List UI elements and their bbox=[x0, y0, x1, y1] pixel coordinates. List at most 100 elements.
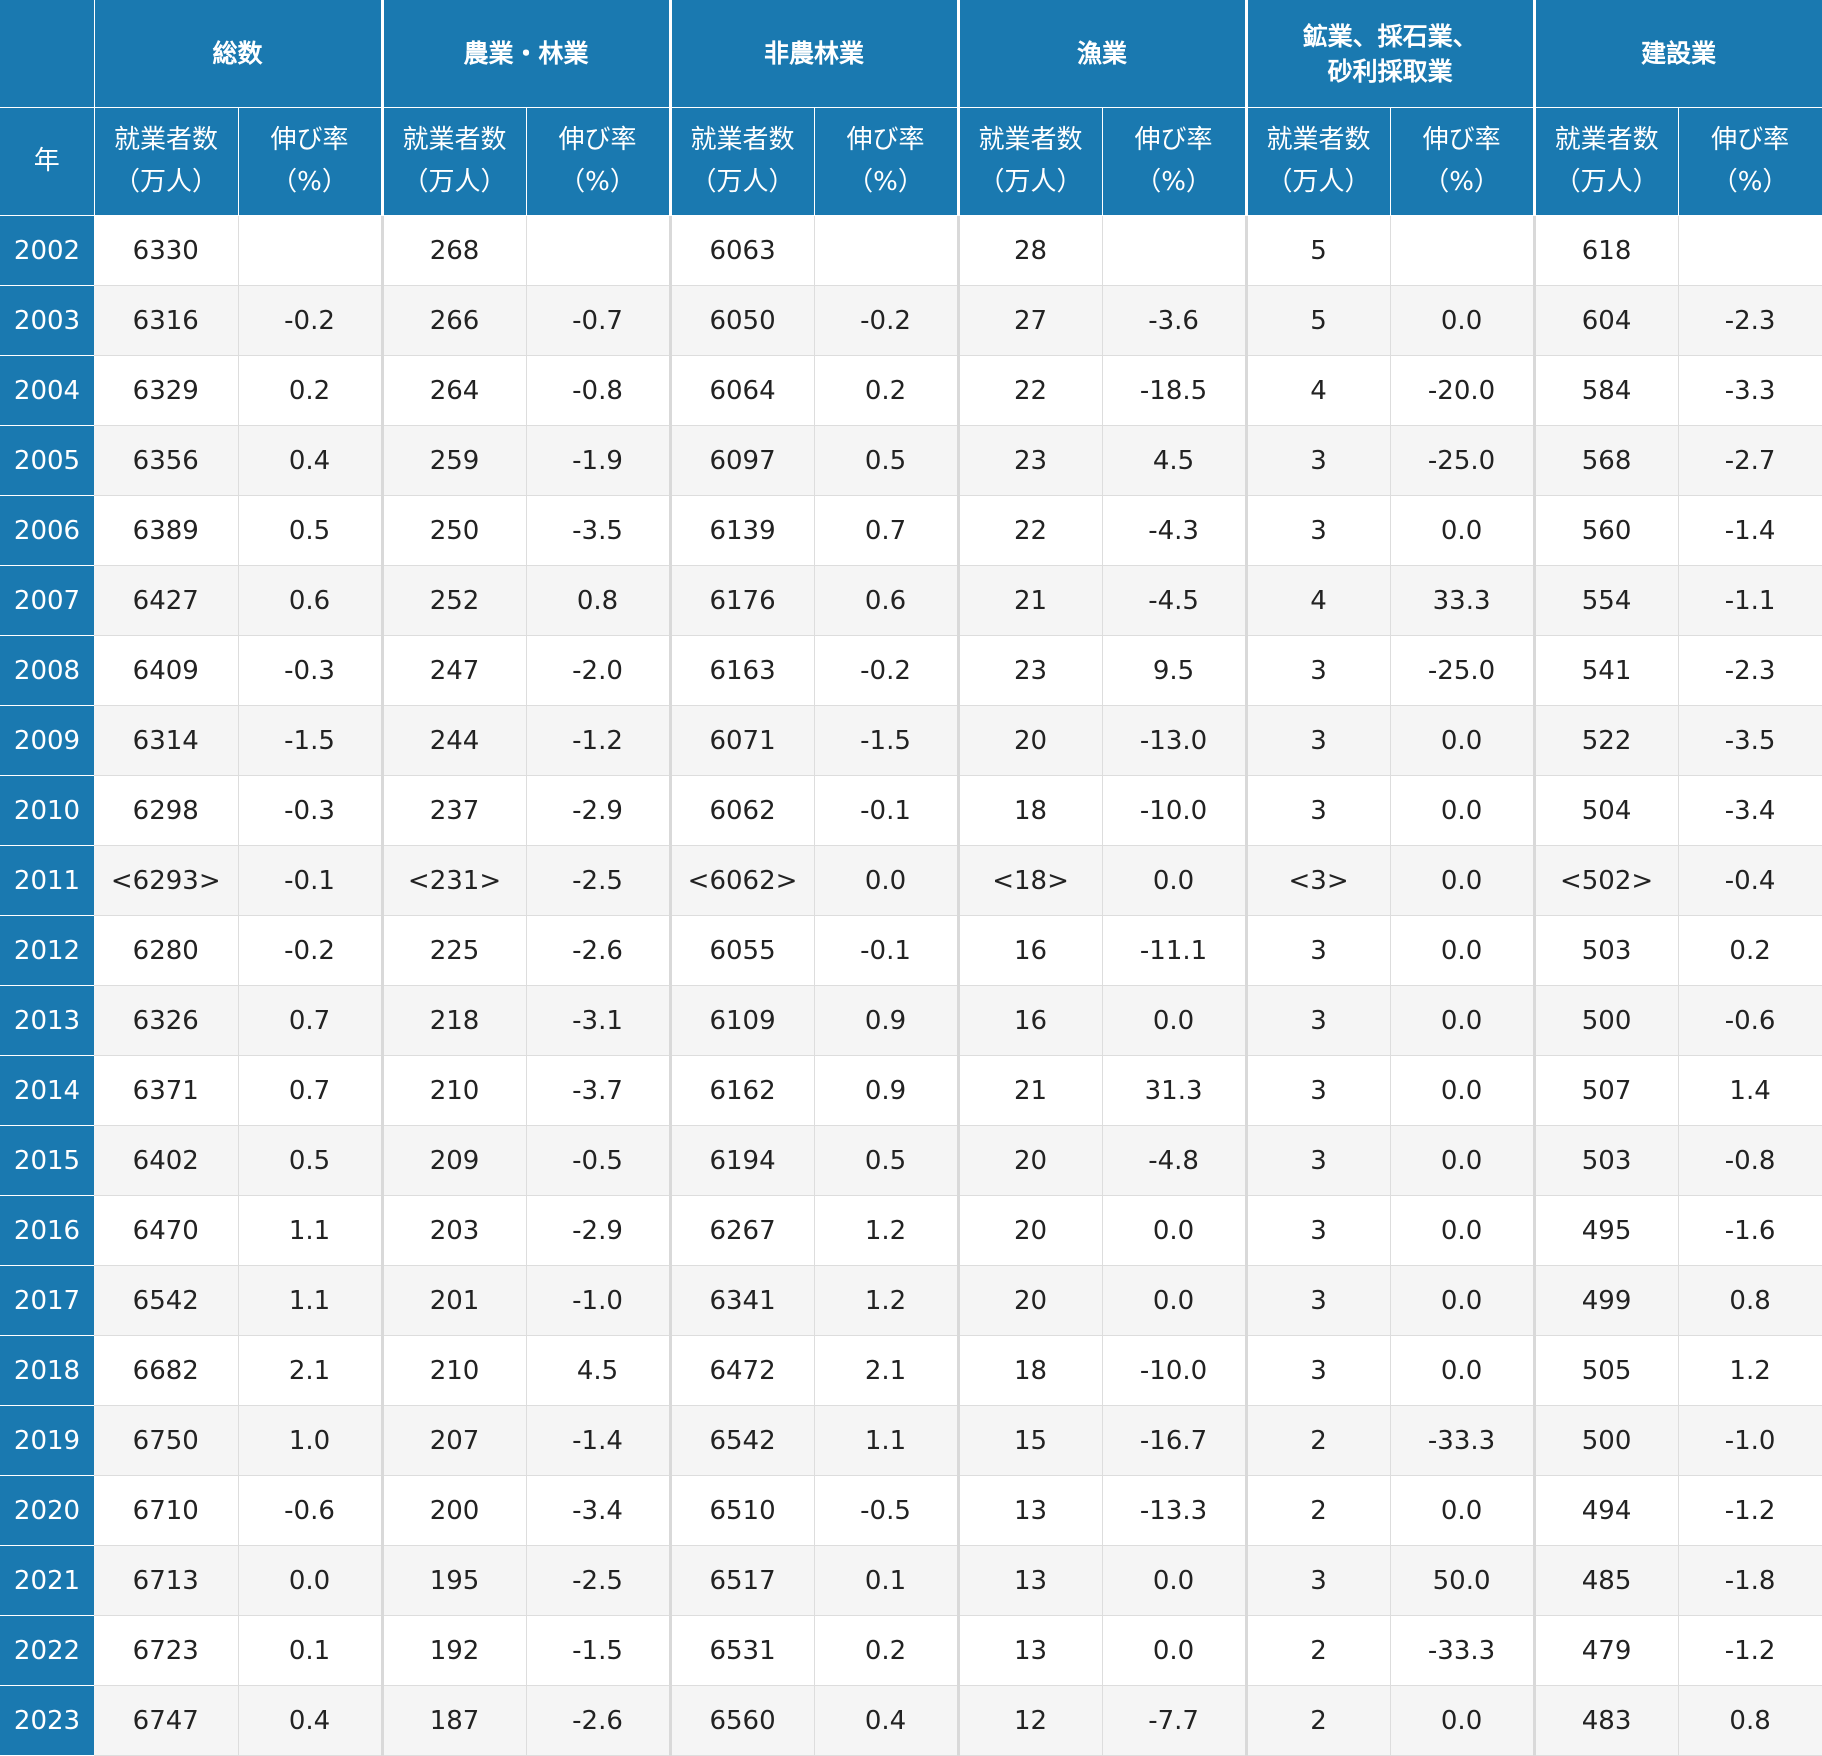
rate-cell: -3.4 bbox=[1678, 775, 1822, 846]
rate-cell: -1.0 bbox=[1678, 1405, 1822, 1476]
rate-cell: -0.2 bbox=[238, 285, 384, 356]
rate-cell: -33.3 bbox=[1390, 1405, 1536, 1476]
rate-cell: 0.7 bbox=[238, 1055, 384, 1126]
count-cell: 250 bbox=[382, 495, 527, 566]
rate-cell: -1.4 bbox=[526, 1405, 672, 1476]
rate-cell: 0.0 bbox=[1102, 845, 1248, 916]
count-cell: 503 bbox=[1534, 915, 1679, 986]
rate-cell: 0.6 bbox=[814, 565, 960, 636]
table-row: 2005 6356 0.4 259 -1.9 6097 0.5 23 4.5 3 -25.0 568-… bbox=[0, 425, 1822, 496]
count-cell: 485 bbox=[1534, 1545, 1679, 1616]
count-cell: 507 bbox=[1534, 1055, 1679, 1126]
count-cell: 3 bbox=[1246, 1545, 1391, 1616]
year-cell: 2012 bbox=[0, 915, 94, 986]
rate-cell bbox=[526, 215, 672, 286]
count-cell: 6163 bbox=[670, 635, 815, 706]
count-cell: 6298 bbox=[94, 775, 239, 846]
count-cell: 20 bbox=[958, 705, 1103, 776]
rate-cell: 33.3 bbox=[1390, 565, 1536, 636]
count-cell: 3 bbox=[1246, 425, 1391, 496]
count-cell: 618 bbox=[1534, 215, 1679, 286]
group-header-construction: 建設業 bbox=[1534, 0, 1822, 108]
rate-cell: -2.6 bbox=[526, 1685, 672, 1756]
year-cell: 2011 bbox=[0, 845, 94, 916]
rate-cell: -0.8 bbox=[526, 355, 672, 426]
rate-cell: 0.0 bbox=[1102, 1265, 1248, 1336]
count-cell: 505 bbox=[1534, 1335, 1679, 1406]
table-row: 2004 6329 0.2 264 -0.8 6064 0.2 22 -18.5 4 -20.0 58… bbox=[0, 355, 1822, 426]
count-cell: <6062> bbox=[670, 845, 815, 916]
rate-cell: -0.2 bbox=[814, 285, 960, 356]
year-cell: 2008 bbox=[0, 635, 94, 706]
group-header-fishery: 漁業 bbox=[958, 0, 1248, 108]
sub-header-count-construction: 就業者数 （万人） bbox=[1534, 107, 1679, 216]
sub-header-rate-construction: 伸び率 （%） bbox=[1678, 107, 1822, 216]
count-cell: 20 bbox=[958, 1125, 1103, 1196]
table-row: 2007 6427 0.6 252 0.8 6176 0.6 21 -4.5 4 33.3 554 -1… bbox=[0, 565, 1822, 636]
rate-cell: -4.5 bbox=[1102, 565, 1248, 636]
rate-cell: 0.0 bbox=[1390, 1685, 1536, 1756]
sub-header-count-mining: 就業者数 （万人） bbox=[1246, 107, 1391, 216]
count-cell: 494 bbox=[1534, 1475, 1679, 1546]
rate-cell: 0.4 bbox=[238, 425, 384, 496]
count-cell: 6356 bbox=[94, 425, 239, 496]
count-cell: 187 bbox=[382, 1685, 527, 1756]
rate-cell: -2.5 bbox=[526, 1545, 672, 1616]
year-cell: 2013 bbox=[0, 985, 94, 1056]
rate-cell: 1.0 bbox=[238, 1405, 384, 1476]
count-cell: 6329 bbox=[94, 355, 239, 426]
count-cell: 13 bbox=[958, 1615, 1103, 1686]
sub-header-count-non-agriculture: 就業者数 （万人） bbox=[670, 107, 815, 216]
count-cell: 6531 bbox=[670, 1615, 815, 1686]
sub-header-count-fishery: 就業者数 （万人） bbox=[958, 107, 1103, 216]
year-cell: 2006 bbox=[0, 495, 94, 566]
count-cell: 6713 bbox=[94, 1545, 239, 1616]
rate-cell: -0.3 bbox=[238, 775, 384, 846]
count-cell: 209 bbox=[382, 1125, 527, 1196]
count-cell: 268 bbox=[382, 215, 527, 286]
rate-cell: 0.2 bbox=[814, 1615, 960, 1686]
count-cell: 6316 bbox=[94, 285, 239, 356]
rate-cell: -0.6 bbox=[238, 1475, 384, 1546]
rate-cell: -0.5 bbox=[814, 1475, 960, 1546]
count-cell: 16 bbox=[958, 985, 1103, 1056]
year-cell: 2021 bbox=[0, 1545, 94, 1616]
table-body: 2002 6330 268 6063 28 5 618 2003 6316 -0.2 266 -0.7… bbox=[0, 215, 1822, 1756]
rate-cell: -10.0 bbox=[1102, 1335, 1248, 1406]
count-cell: 568 bbox=[1534, 425, 1679, 496]
count-cell: 3 bbox=[1246, 1055, 1391, 1126]
count-cell: 5 bbox=[1246, 285, 1391, 356]
count-cell: 6050 bbox=[670, 285, 815, 356]
rate-cell: 31.3 bbox=[1102, 1055, 1248, 1126]
rate-cell: 0.7 bbox=[238, 985, 384, 1056]
count-cell: 6723 bbox=[94, 1615, 239, 1686]
rate-cell: -0.3 bbox=[238, 635, 384, 706]
count-cell: 6542 bbox=[94, 1265, 239, 1336]
year-cell: 2022 bbox=[0, 1615, 94, 1686]
sub-header-rate-agriculture: 伸び率 （%） bbox=[526, 107, 672, 216]
rate-cell: -0.2 bbox=[814, 635, 960, 706]
rate-cell: -2.3 bbox=[1678, 285, 1822, 356]
rate-cell: -2.6 bbox=[526, 915, 672, 986]
table-row: 2014 6371 0.7 210 -3.7 6162 0.9 21 31.3 3 0.0 507 1.… bbox=[0, 1055, 1822, 1126]
rate-cell: -25.0 bbox=[1390, 635, 1536, 706]
rate-cell: 0.9 bbox=[814, 985, 960, 1056]
rate-cell: 0.0 bbox=[814, 845, 960, 916]
count-cell: 6267 bbox=[670, 1195, 815, 1266]
count-cell: 6409 bbox=[94, 635, 239, 706]
rate-cell: -3.4 bbox=[526, 1475, 672, 1546]
count-cell: 6314 bbox=[94, 705, 239, 776]
table-row: 2002 6330 268 6063 28 5 618 bbox=[0, 215, 1822, 286]
count-cell: 560 bbox=[1534, 495, 1679, 566]
rate-cell: 0.4 bbox=[238, 1685, 384, 1756]
rate-cell: 0.6 bbox=[238, 565, 384, 636]
rate-cell: -3.5 bbox=[526, 495, 672, 566]
group-header-non-agriculture: 非農林業 bbox=[670, 0, 960, 108]
count-cell: 6326 bbox=[94, 985, 239, 1056]
rate-cell: 2.1 bbox=[238, 1335, 384, 1406]
count-cell: 201 bbox=[382, 1265, 527, 1336]
count-cell: 6162 bbox=[670, 1055, 815, 1126]
year-cell: 2015 bbox=[0, 1125, 94, 1196]
count-cell: 210 bbox=[382, 1055, 527, 1126]
